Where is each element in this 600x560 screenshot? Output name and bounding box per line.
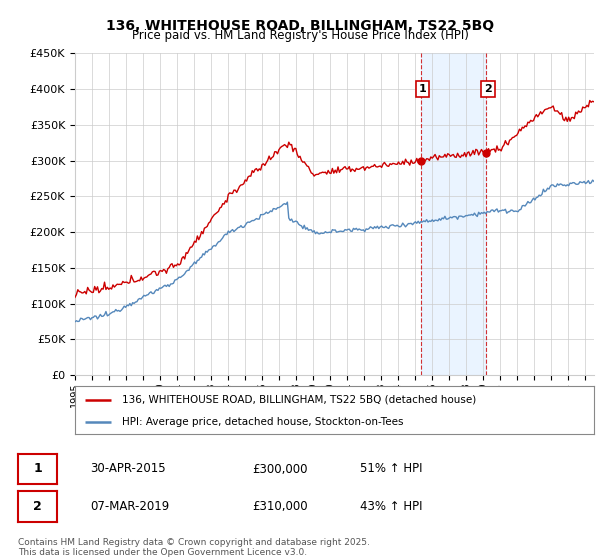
Text: 51% ↑ HPI: 51% ↑ HPI	[360, 463, 422, 475]
Bar	[421, 53, 486, 375]
Text: 136, WHITEHOUSE ROAD, BILLINGHAM, TS22 5BQ: 136, WHITEHOUSE ROAD, BILLINGHAM, TS22 5…	[106, 19, 494, 33]
Text: 2: 2	[484, 84, 492, 94]
Text: 07-MAR-2019: 07-MAR-2019	[90, 500, 169, 513]
Text: 30-APR-2015: 30-APR-2015	[90, 463, 166, 475]
Text: 1: 1	[419, 84, 427, 94]
Text: £310,000: £310,000	[252, 500, 308, 513]
Text: HPI: Average price, detached house, Stockton-on-Tees: HPI: Average price, detached house, Stoc…	[122, 417, 403, 427]
Text: 2: 2	[33, 500, 42, 513]
Text: 43% ↑ HPI: 43% ↑ HPI	[360, 500, 422, 513]
Text: 136, WHITEHOUSE ROAD, BILLINGHAM, TS22 5BQ (detached house): 136, WHITEHOUSE ROAD, BILLINGHAM, TS22 5…	[122, 395, 476, 405]
Text: £300,000: £300,000	[252, 463, 308, 475]
Text: Contains HM Land Registry data © Crown copyright and database right 2025.
This d: Contains HM Land Registry data © Crown c…	[18, 538, 370, 557]
Text: Price paid vs. HM Land Registry's House Price Index (HPI): Price paid vs. HM Land Registry's House …	[131, 29, 469, 42]
Text: 1: 1	[33, 463, 42, 475]
